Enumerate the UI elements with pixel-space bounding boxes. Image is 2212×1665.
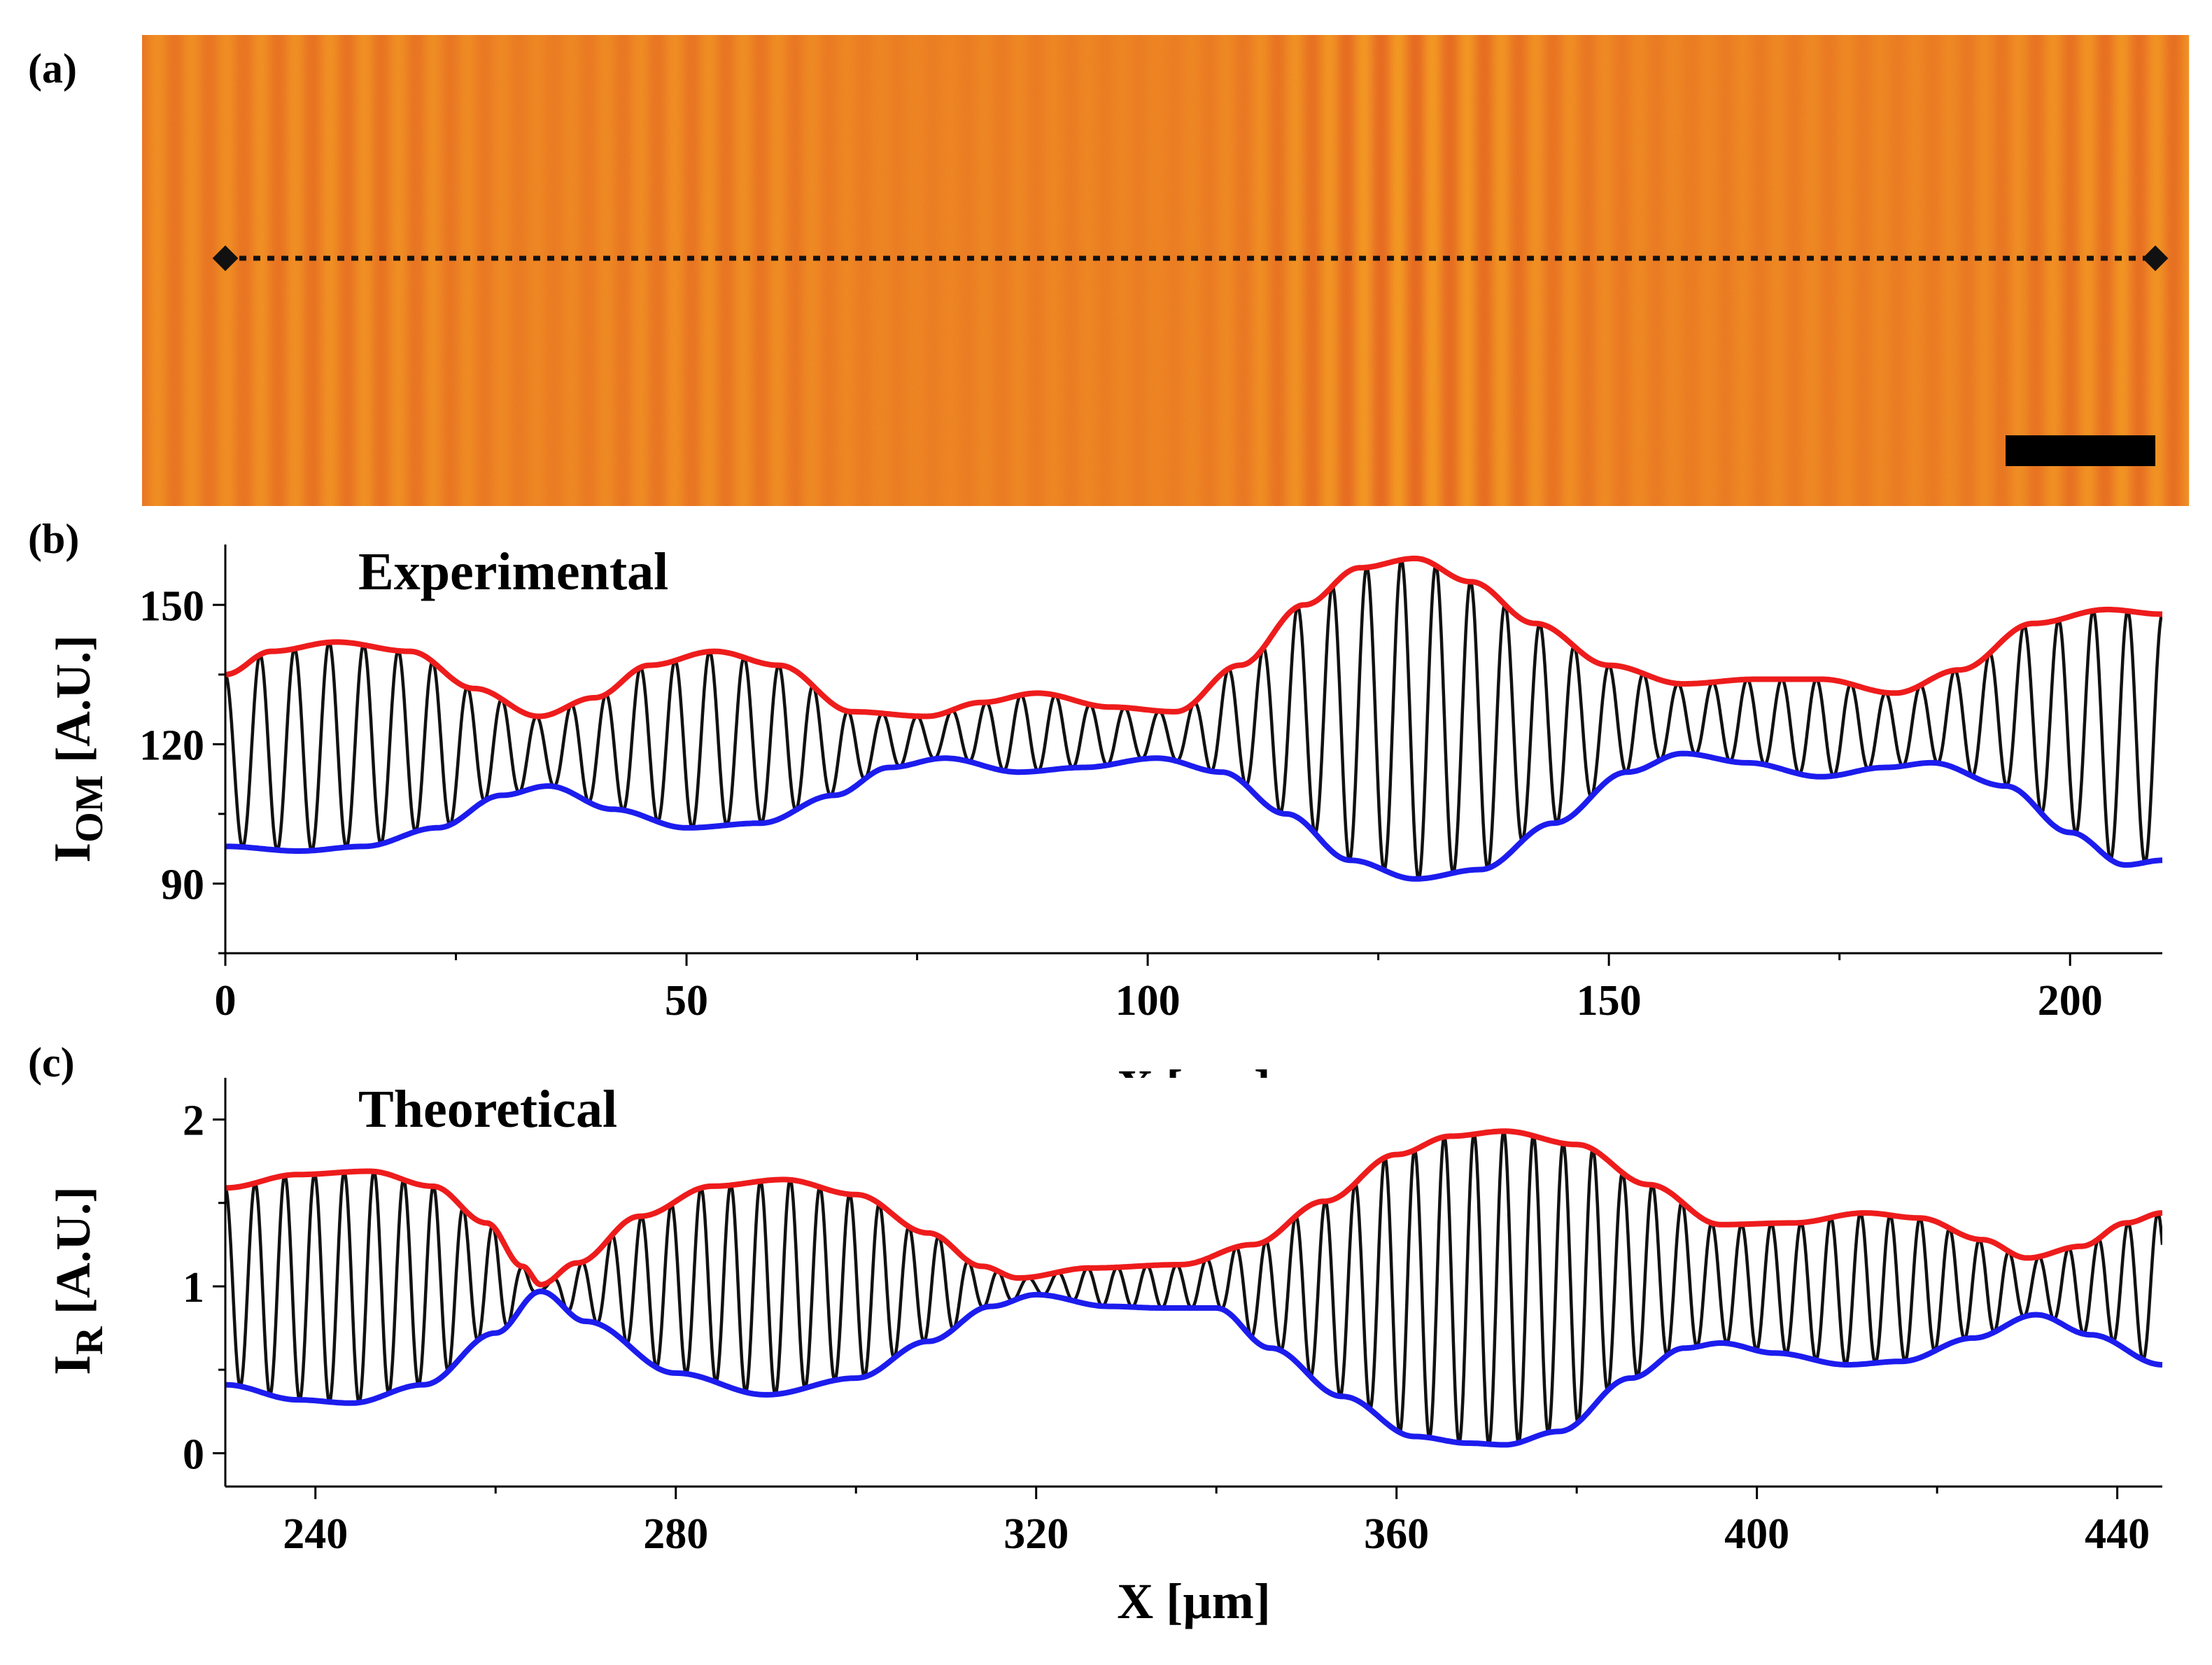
x-tick-label: 240: [283, 1510, 348, 1558]
fringe-grain-overlay: [142, 35, 2189, 506]
x-tick-label: 280: [643, 1510, 708, 1558]
y-tick-label: 1: [183, 1264, 204, 1312]
y-tick-label: 120: [139, 722, 204, 769]
upper-envelope-line: [225, 555, 2162, 719]
y-tick-label: 2: [183, 1097, 204, 1145]
x-tick-label: 320: [1003, 1510, 1069, 1558]
x-axis-title-c: X [µm]: [1117, 1573, 1270, 1629]
profile-marker-start: [212, 245, 239, 272]
scale-bar: [2006, 435, 2155, 466]
annotation-theoretical: Theoretical: [358, 1080, 617, 1139]
panel-label-a: (a): [28, 45, 77, 92]
panel-label-c: (c): [28, 1039, 75, 1086]
x-tick-label: 360: [1364, 1510, 1429, 1558]
x-tick-label: 50: [665, 977, 708, 1025]
x-tick-label: 150: [1577, 977, 1642, 1025]
x-tick-label: 400: [1724, 1510, 1789, 1558]
lower-envelope-line: [225, 750, 2162, 882]
x-tick-label: 440: [2085, 1510, 2150, 1558]
annotation-experimental: Experimental: [358, 542, 668, 601]
y-tick-label: 150: [139, 582, 204, 630]
panel-label-b: (b): [28, 516, 79, 562]
profile-marker-end: [2142, 245, 2169, 272]
plot-area-b: [225, 545, 2162, 953]
upper-envelope-line: [225, 1128, 2162, 1288]
x-tick-label: 200: [2038, 977, 2103, 1025]
y-axis-title-c: IR [A.U.]: [44, 1186, 111, 1375]
fringe-image: [142, 35, 2190, 506]
y-tick-label: 0: [183, 1431, 204, 1478]
x-tick-label: 0: [215, 977, 237, 1025]
x-tick-label: 100: [1115, 977, 1181, 1025]
y-tick-label: 90: [161, 861, 204, 908]
chart-theoretical: 240 280 320 360 400 440 0 1 2 Theoretical X [µm]…: [44, 1078, 2162, 1629]
y-axis-title-b: IOM [A.U.]: [44, 635, 111, 862]
lower-envelope-line: [225, 1288, 2162, 1448]
